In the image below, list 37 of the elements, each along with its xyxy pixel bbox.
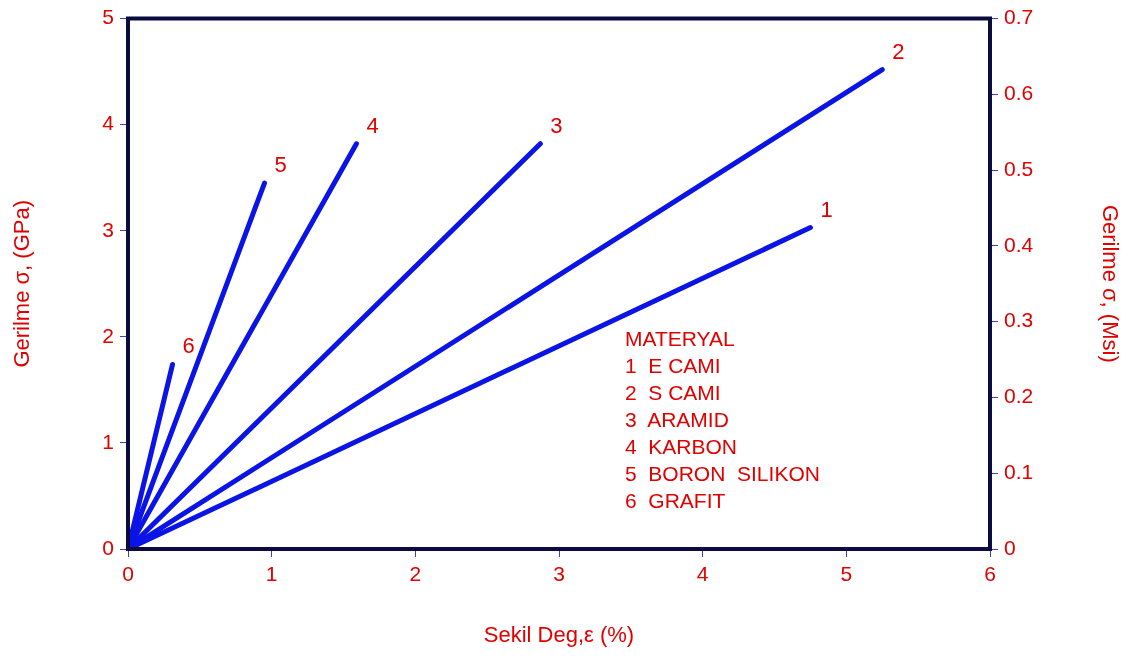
annotation: 3 ARAMID [625,407,730,433]
annotation: 4 KARBON [625,434,739,460]
y-tick-label: 2 [102,323,114,347]
y2-axis-title: Gerilme σ, (Msi) [1097,204,1123,363]
annotation: 2 S CAMI [625,380,722,406]
annotation: 6 GRAFIT [625,488,727,514]
y2-tick-label: 0.6 [1004,81,1034,105]
y-tick-label: 4 [102,111,115,135]
x-tick-label: 2 [409,562,422,586]
series-label: 5 [274,152,287,178]
annotation: 5 BORON SILIKON [625,461,820,487]
annotation: 1 E CAMI [625,353,722,379]
y2-tick-label: 0.4 [1004,232,1034,256]
series-label: 4 [366,112,379,138]
y2-tick-label: 0.7 [1004,5,1034,29]
y2-tick-label: 0 [1004,535,1016,559]
y2-tick-label: 0.3 [1004,308,1034,332]
series-label: 2 [892,38,905,64]
y-axis-title: Gerilme σ, (GPa) [9,200,35,368]
x-tick-label: 4 [696,562,709,586]
y2-tick-label: 0.1 [1004,460,1034,484]
series-label: 6 [182,333,195,359]
x-tick-label: 0 [122,562,134,586]
y-tick-label: 0 [102,535,114,559]
x-axis-title: Sekil Deg,ε (%) [483,621,635,647]
y2-tick-label: 0.5 [1004,156,1034,180]
series-label: 3 [550,112,563,138]
x-tick-label: 1 [265,562,278,586]
series-label: 1 [820,196,833,222]
x-tick-label: 5 [840,562,853,586]
x-tick-label: 6 [984,562,996,586]
y2-tick-label: 0.2 [1004,384,1034,408]
annotation: MATERYAL [625,326,736,352]
y-tick-label: 3 [102,217,114,241]
x-tick-label: 3 [553,562,565,586]
y-tick-label: 5 [102,5,114,29]
y-tick-label: 1 [102,429,114,453]
